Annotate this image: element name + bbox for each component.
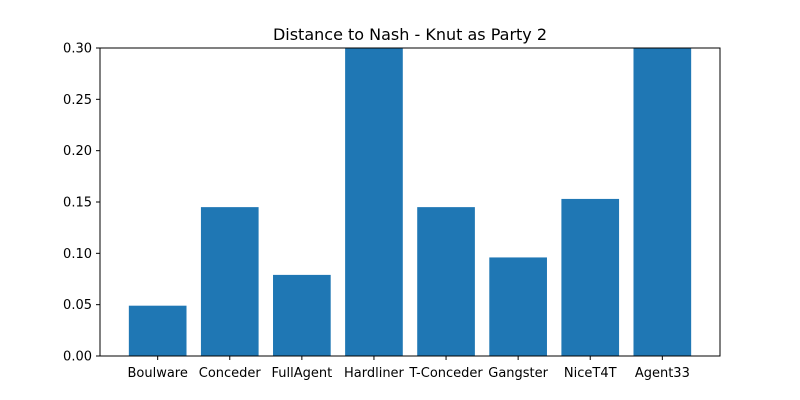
x-tick-label: Hardliner bbox=[344, 366, 405, 381]
y-tick-label: 0.10 bbox=[63, 247, 92, 262]
bar-agent33 bbox=[633, 48, 692, 356]
bar-fullagent bbox=[273, 274, 331, 356]
bar-t-conceder bbox=[417, 207, 475, 356]
bar-gangster bbox=[489, 257, 547, 356]
bars-layer bbox=[128, 48, 692, 356]
y-tick-label: 0.25 bbox=[63, 93, 92, 108]
bar-hardliner bbox=[345, 48, 403, 356]
x-tick-label: Gangster bbox=[488, 366, 548, 381]
bar-conceder bbox=[200, 207, 259, 356]
x-tick-label: FullAgent bbox=[272, 366, 333, 381]
bar-boulware bbox=[128, 305, 187, 356]
y-tick-label: 0.00 bbox=[63, 350, 92, 365]
x-axis: Boulware Conceder FullAgent Hardliner T-Conc… bbox=[127, 356, 690, 381]
x-tick-label: Agent33 bbox=[635, 366, 690, 381]
chart-title: Distance to Nash - Knut as Party 2 bbox=[273, 25, 547, 44]
y-tick-label: 0.05 bbox=[63, 298, 92, 313]
bar-nicet4t bbox=[561, 198, 620, 356]
x-tick-label: T-Conceder bbox=[408, 366, 483, 381]
y-axis: 0.00 0.05 0.10 0.15 0.20 0.25 0.30 bbox=[63, 42, 100, 365]
y-tick-label: 0.30 bbox=[63, 42, 92, 57]
x-tick-label: NiceT4T bbox=[564, 366, 617, 381]
y-tick-label: 0.15 bbox=[63, 196, 92, 211]
plot-frame bbox=[99, 47, 721, 357]
x-tick-label: Boulware bbox=[127, 366, 187, 381]
y-tick-label: 0.20 bbox=[63, 144, 92, 159]
x-tick-label: Conceder bbox=[199, 366, 262, 381]
